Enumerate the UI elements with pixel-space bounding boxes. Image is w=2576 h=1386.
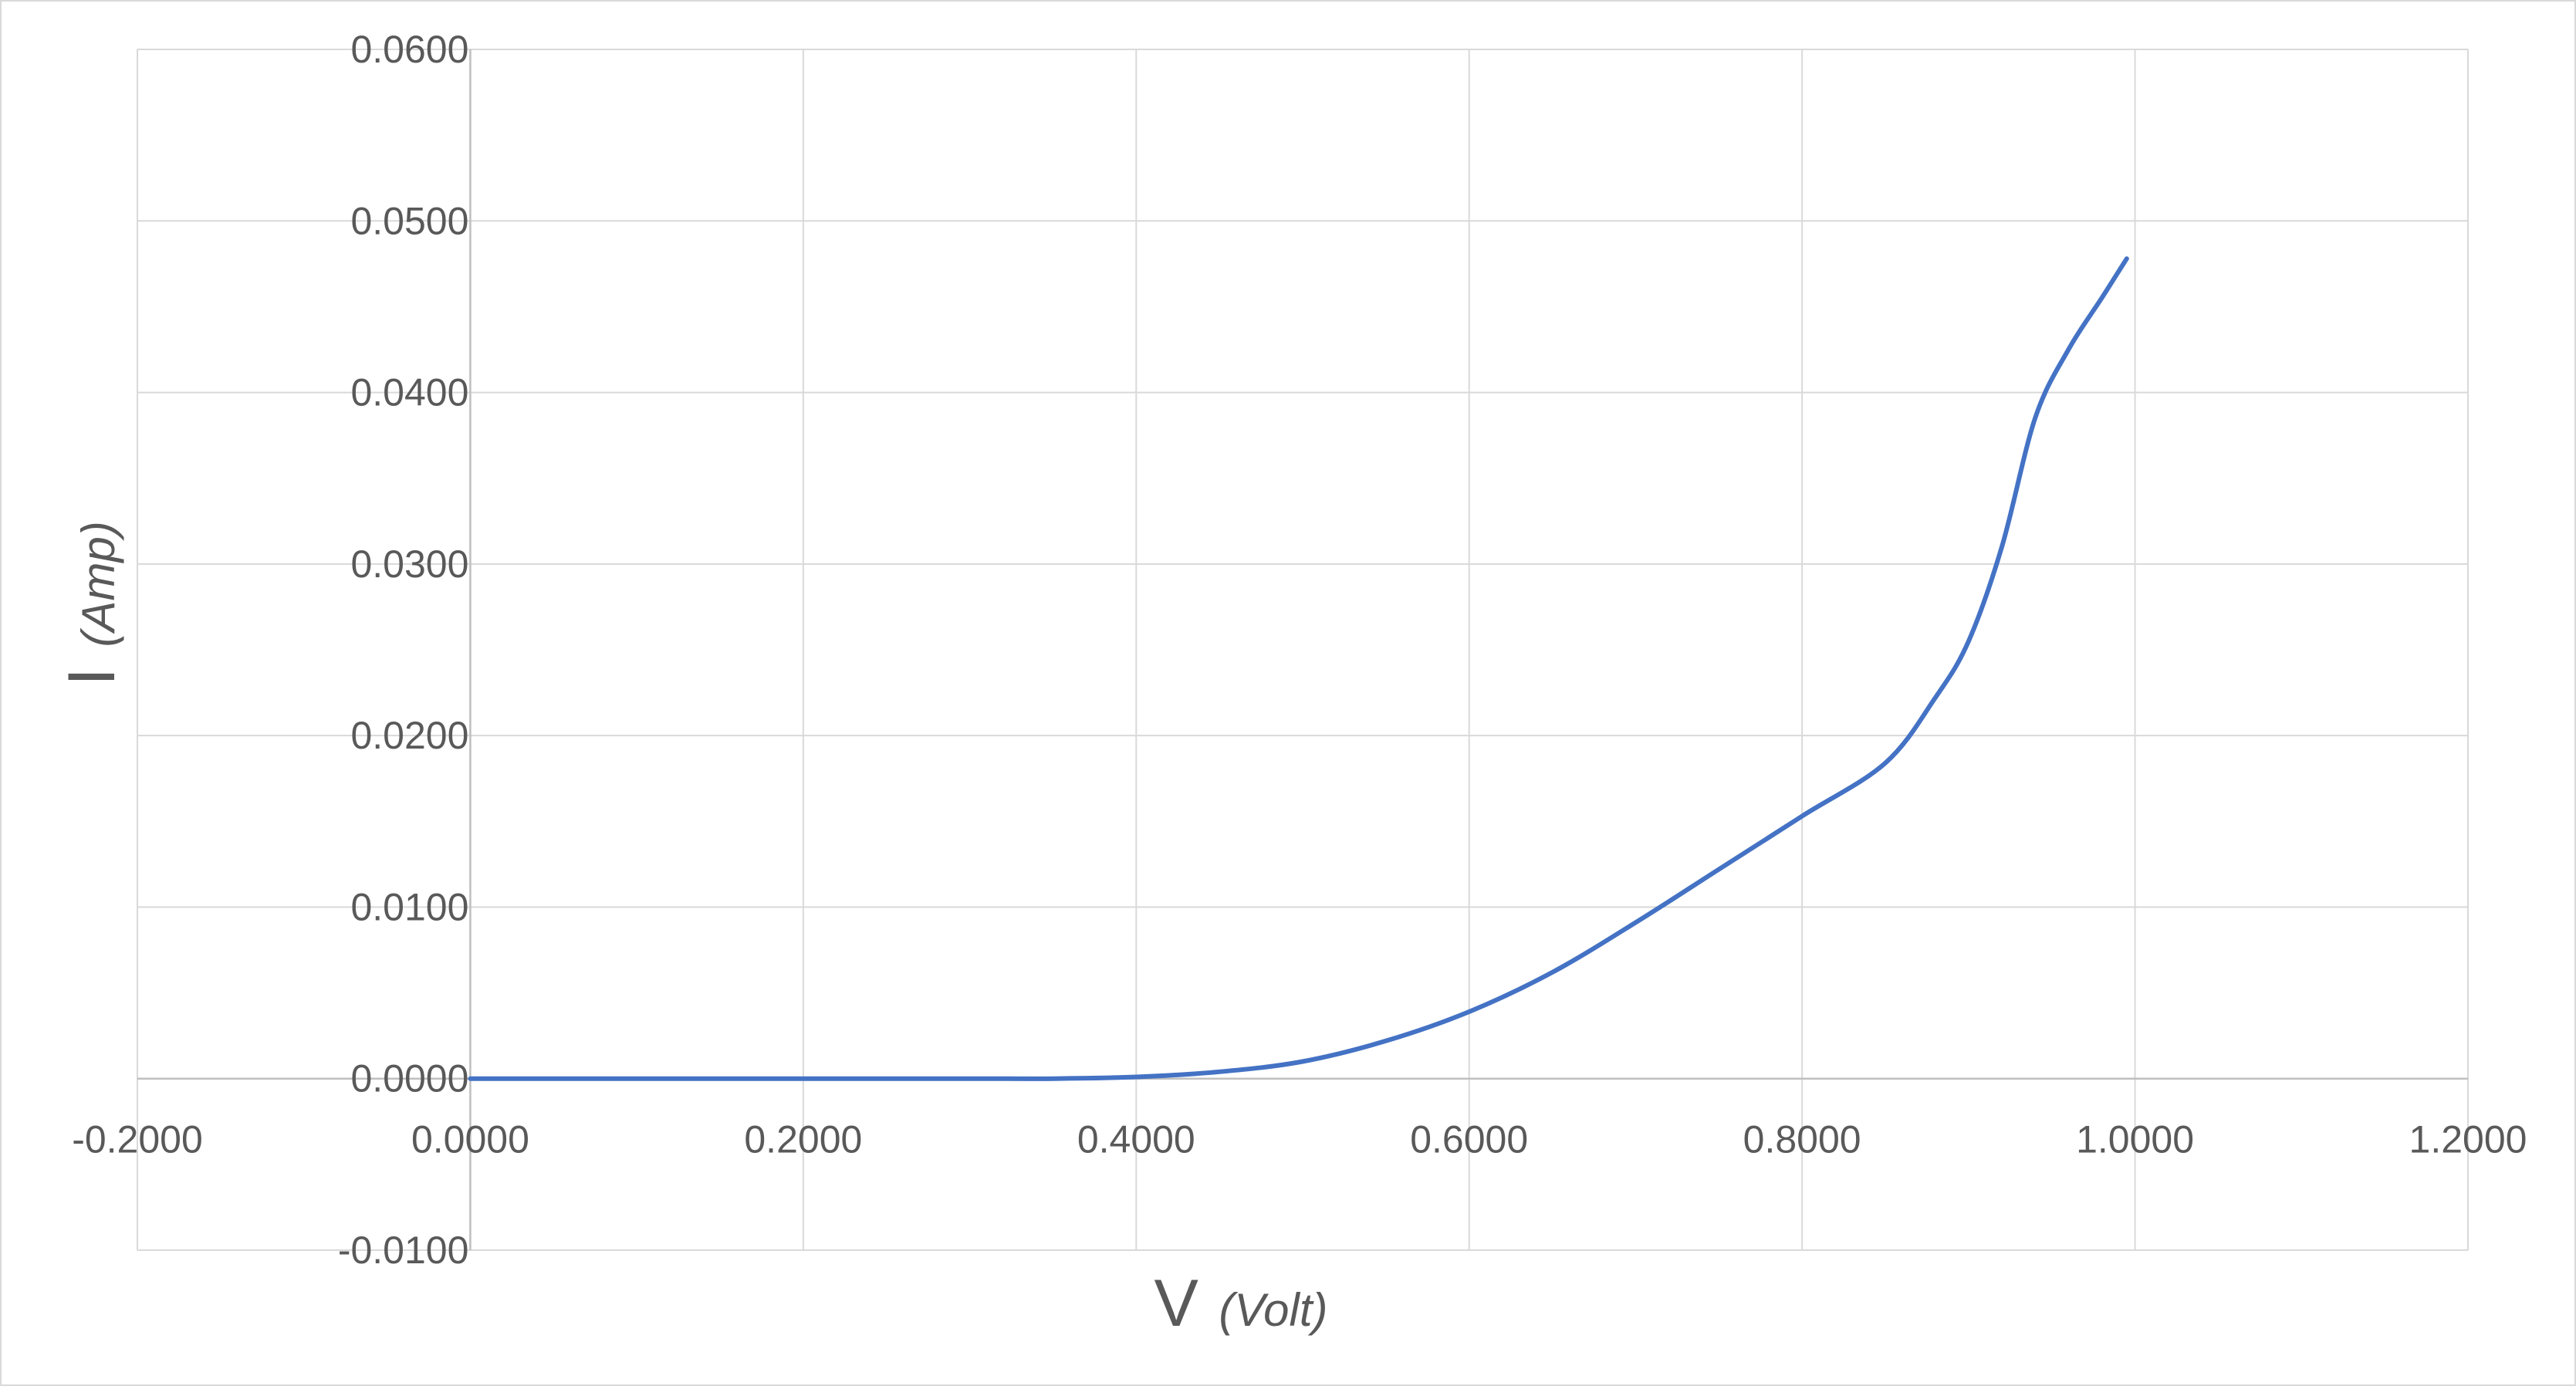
x-tick-label: 1.0000	[2076, 1118, 2194, 1161]
series-line	[468, 256, 2129, 1081]
y-axis-title: I (Amp)	[55, 521, 129, 686]
y-tick-labels: -0.0100 0.0000 0.0100 0.0200 0.0300 0.0400 0.0…	[338, 28, 469, 1272]
x-tick-label: 0.2000	[744, 1118, 862, 1161]
x-axis-unit-label: (Volt)	[1219, 1284, 1327, 1336]
series-group	[468, 256, 2129, 1081]
grid-lines	[137, 49, 2469, 1251]
y-tick-label: -0.0100	[338, 1229, 469, 1272]
y-tick-label: 0.0100	[350, 885, 468, 928]
x-tick-label: 0.4000	[1077, 1118, 1195, 1161]
y-axis-unit-label: (Amp)	[73, 521, 124, 647]
y-tick-label: 0.0200	[350, 714, 468, 757]
x-tick-label: -0.2000	[72, 1118, 203, 1161]
y-tick-label: 0.0600	[350, 28, 468, 71]
y-tick-label: 0.0000	[350, 1057, 468, 1100]
x-axis-main-label: V	[1154, 1266, 1198, 1340]
x-tick-label: 0.6000	[1410, 1118, 1528, 1161]
y-tick-label: 0.0400	[350, 371, 468, 414]
x-axis-title: V (Volt)	[1154, 1266, 1328, 1340]
x-tick-label: 0.8000	[1743, 1118, 1861, 1161]
x-tick-label: 0.0000	[411, 1118, 529, 1161]
y-tick-label: 0.0300	[350, 543, 468, 586]
y-axis-main-label: I	[55, 668, 129, 686]
x-tick-labels: -0.2000 0.0000 0.2000 0.4000 0.6000 0.8000 1.0…	[72, 1118, 2527, 1161]
x-tick-label: 1.2000	[2409, 1118, 2527, 1161]
y-tick-label: 0.0500	[350, 199, 468, 242]
